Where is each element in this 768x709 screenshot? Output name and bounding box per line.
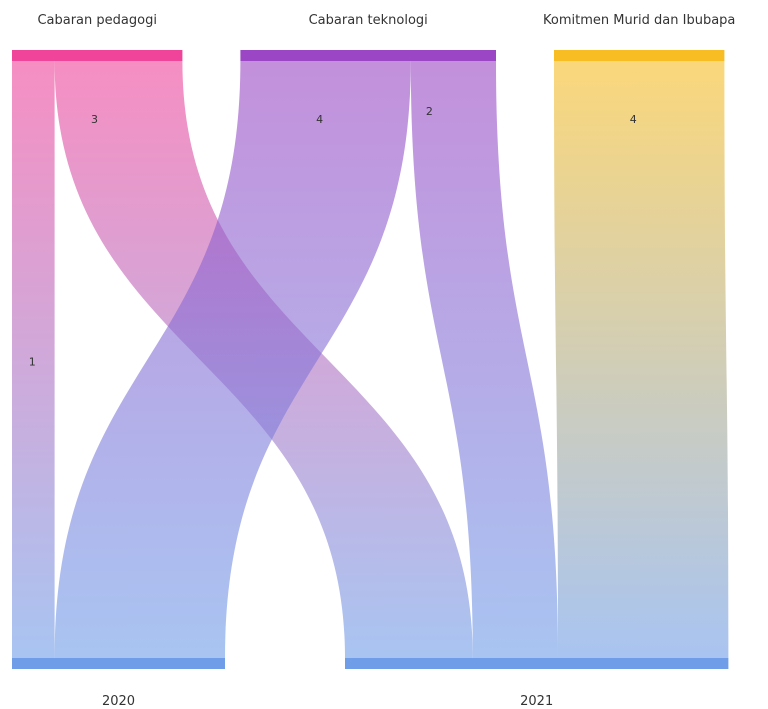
node-label-y2021: 2021: [520, 694, 553, 709]
flow-kom-to-y2021: [554, 61, 729, 658]
node-label-kom: Komitmen Murid dan Ibubapa: [543, 13, 735, 28]
nodes-layer: [12, 50, 729, 669]
node-label-y2020: 2020: [102, 694, 135, 709]
node-tek: [240, 50, 496, 61]
node-label-ped: Cabaran pedagogi: [37, 13, 156, 28]
node-ped: [12, 50, 183, 61]
node-label-tek: Cabaran teknologi: [309, 13, 428, 28]
flow-value-label: 2: [426, 105, 433, 118]
flow-value-label: 3: [91, 113, 98, 126]
flow-tek-to-y2020: [54, 61, 411, 658]
node-kom: [554, 50, 725, 61]
flow-value-label: 4: [316, 113, 323, 126]
flow-value-label: 1: [29, 356, 36, 369]
node-y2020: [12, 658, 225, 669]
flow-tek-to-y2021: [410, 61, 558, 658]
labels-layer: 1 3 4 2 4 Cabaran pedagogi Cabaran teknologi Ko…: [29, 13, 736, 709]
flow-value-label: 4: [630, 113, 637, 126]
flow-ped-to-y2020: [12, 61, 55, 658]
node-y2021: [345, 658, 729, 669]
links-layer: [12, 61, 729, 658]
